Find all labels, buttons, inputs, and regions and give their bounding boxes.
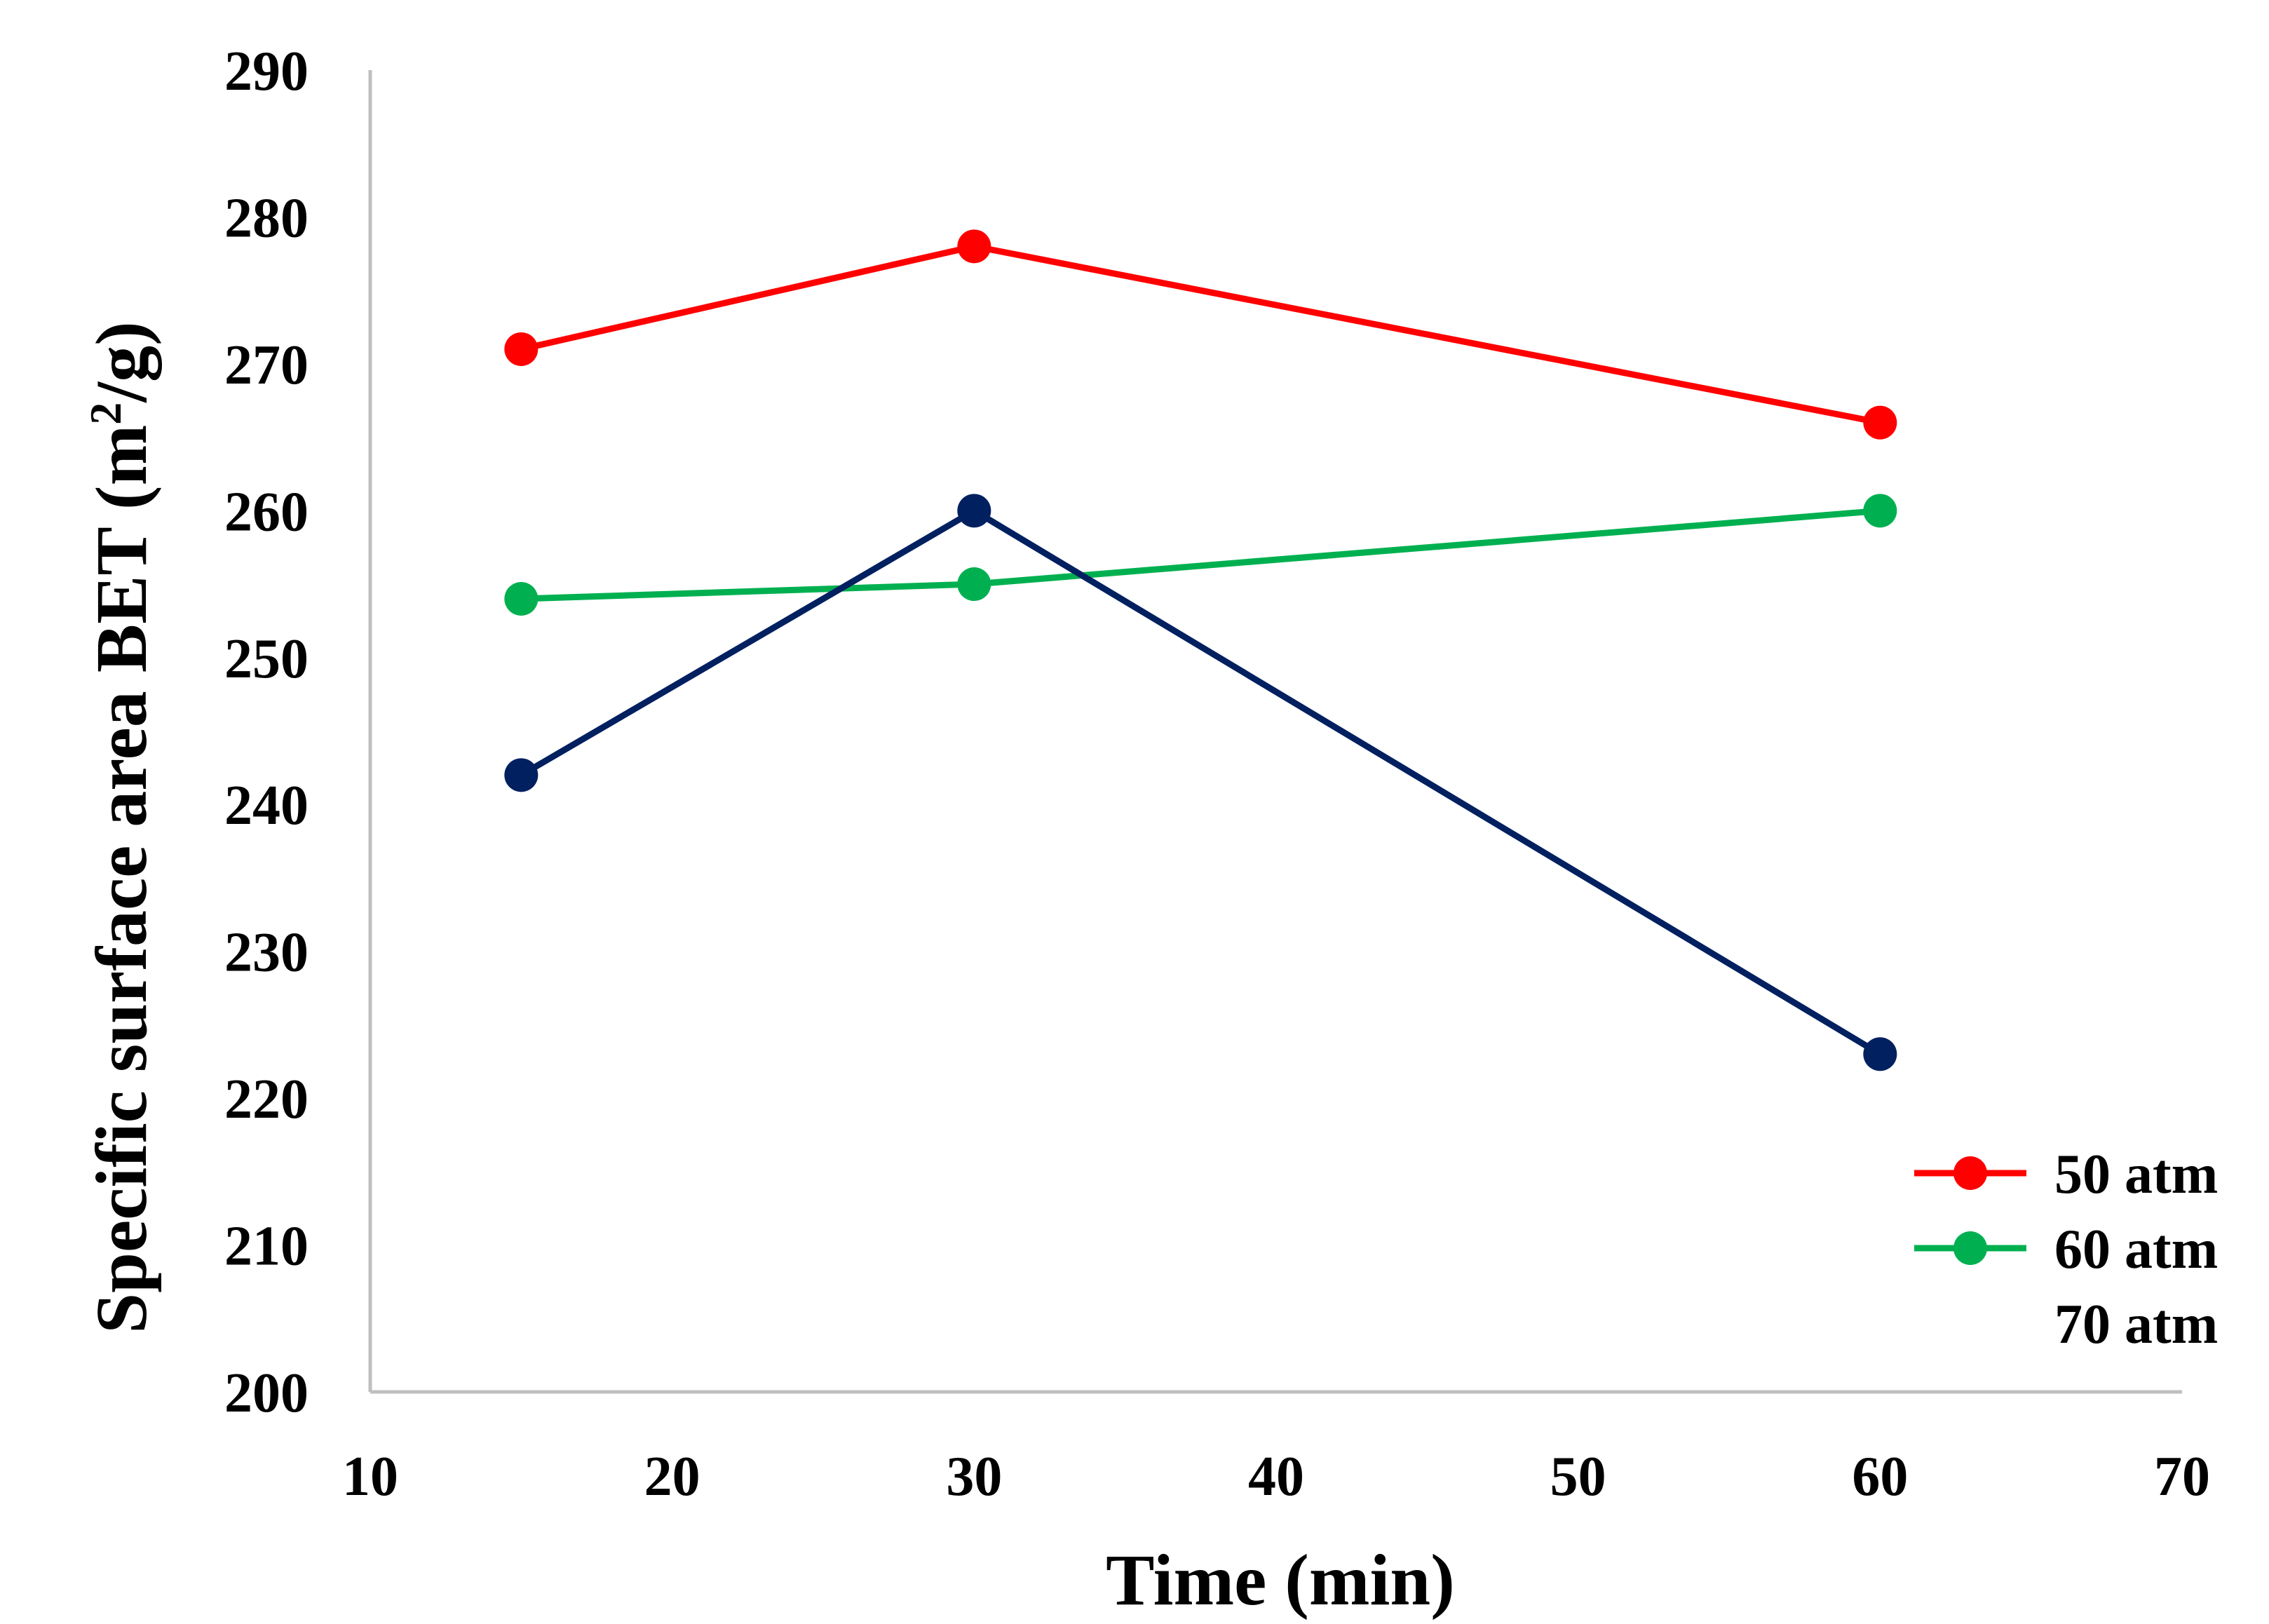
data-point [1863,405,1897,440]
data-point [957,567,991,602]
x-axis-title: Time (min) [1106,1540,1455,1620]
y-tick-label: 210 [224,1216,309,1278]
data-point [504,582,539,616]
y-tick-label: 250 [224,628,309,690]
data-point [1863,1037,1897,1071]
x-tick-label: 50 [1550,1446,1606,1508]
data-point [957,494,991,528]
y-tick-label: 200 [224,1362,309,1424]
legend-label: 70 atm [2054,1294,2218,1355]
y-tick-label: 290 [224,41,309,102]
x-tick-label: 10 [342,1446,398,1508]
x-tick-label: 70 [2154,1446,2210,1508]
data-point [504,332,539,366]
y-axis-title-main: Specific surface area BET (m [81,425,162,1334]
x-tick-label: 20 [644,1446,700,1508]
y-axis-title: Specific surface area BET (m2/g) [81,321,162,1333]
data-point [1863,494,1897,528]
y-tick-label: 220 [224,1069,309,1130]
data-point [957,229,991,264]
legend-label: 50 atm [2054,1144,2218,1205]
x-tick-labels: 10 20 30 40 50 60 70 [342,1446,2210,1508]
x-tick-label: 60 [1852,1446,1908,1508]
y-tick-label: 270 [224,334,309,396]
y-tick-label: 260 [224,481,309,543]
y-tick-labels: 200 210 220 230 240 250 260 270 280 290 [224,41,309,1424]
series-line-1 [517,243,1883,426]
legend-label: 60 atm [2054,1219,2218,1280]
axes [368,70,2182,1394]
series-layer [504,229,1897,1071]
y-axis-title-superscript: 2 [81,402,130,425]
data-point [504,758,539,792]
y-tick-label: 230 [224,922,309,984]
legend: 50 atm 60 atm 70 atm [1914,1144,2218,1355]
x-tick-label: 30 [946,1446,1002,1508]
legend-marker [1953,1231,1987,1265]
x-tick-label: 40 [1248,1446,1304,1508]
series-line-2 [517,507,1883,602]
y-tick-label: 240 [224,775,309,837]
y-tick-label: 280 [224,187,309,249]
legend-marker [1953,1156,1987,1190]
y-axis-title-end: /g) [81,321,162,404]
